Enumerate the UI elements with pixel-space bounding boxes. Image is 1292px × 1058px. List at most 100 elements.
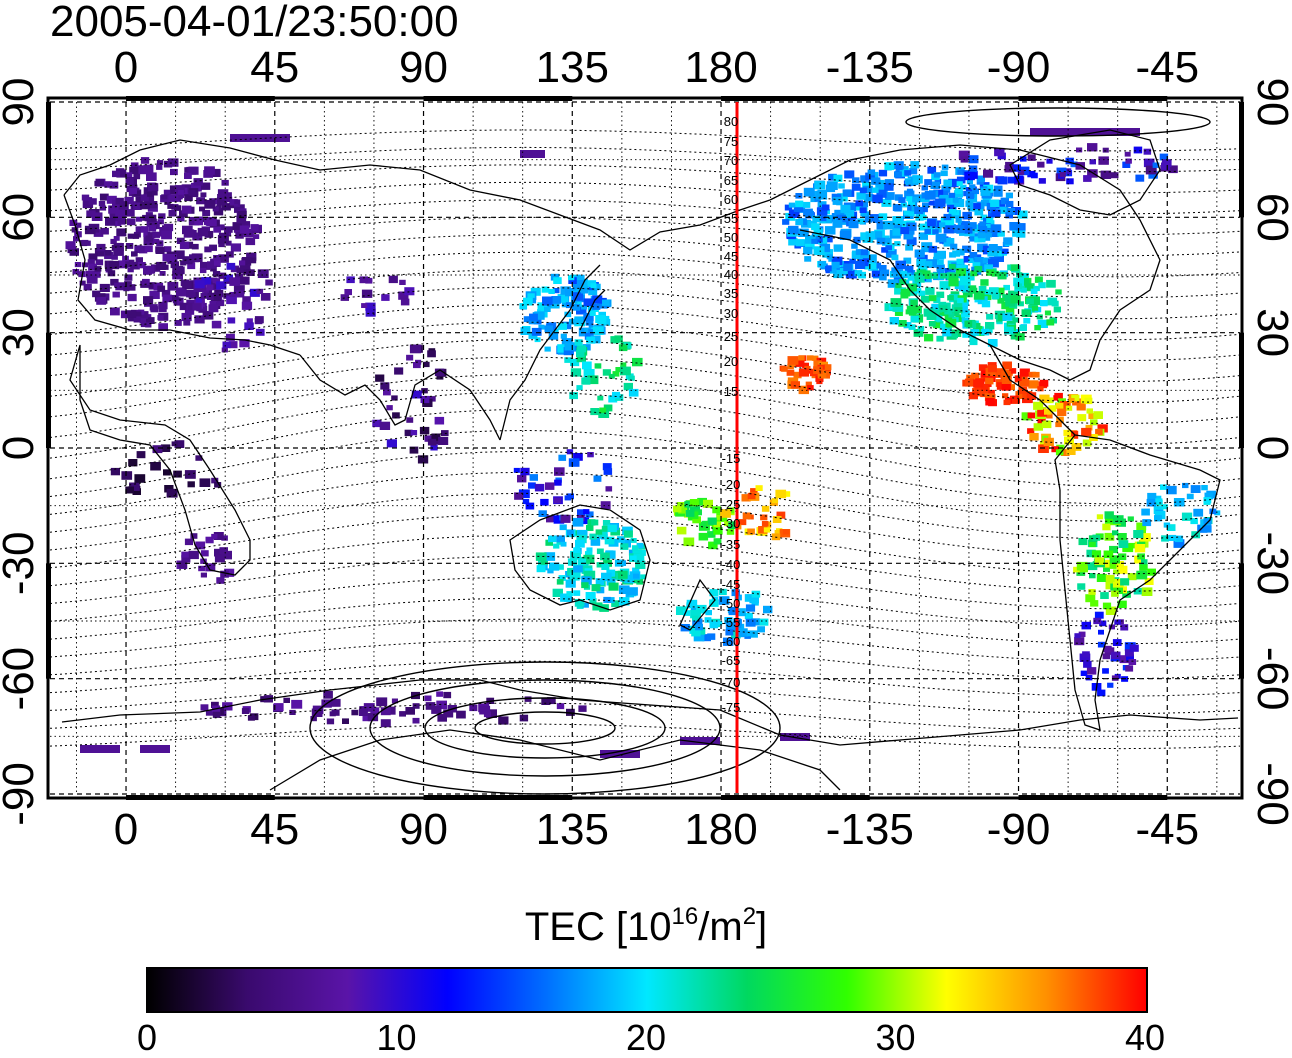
tec-cell: [1008, 290, 1019, 299]
tec-cell: [927, 219, 936, 226]
colorbar-title-suffix: ]: [756, 905, 768, 949]
tec-cell: [948, 192, 956, 198]
maglat-label: -60: [722, 634, 741, 649]
tec-cell: [795, 239, 805, 247]
tec-cell: [399, 711, 406, 717]
tec-cell: [782, 219, 790, 225]
tec-cell: [1015, 333, 1025, 341]
tec-cell: [1204, 492, 1213, 500]
tec-cell: [207, 261, 217, 269]
tec-cell: [941, 190, 949, 197]
tec-cell: [804, 365, 811, 371]
tec-cell: [776, 511, 786, 519]
maglat-contour: [49, 356, 1241, 424]
tec-cell: [1093, 617, 1102, 625]
tec-cell: [1088, 589, 1096, 595]
tec-cell: [351, 709, 359, 716]
tec-cell: [239, 260, 246, 266]
tec-cell: [833, 269, 844, 279]
tec-cell: [988, 258, 999, 268]
tec-cell: [573, 590, 581, 596]
tec-cell: [925, 261, 933, 267]
tec-cell: [1005, 298, 1016, 307]
tec-cell: [811, 223, 820, 231]
tec-cell: [583, 312, 594, 322]
tec-cell: [1083, 661, 1092, 668]
tec-cell: [825, 266, 832, 272]
maglat-label: 45: [724, 249, 738, 264]
tec-cell: [256, 288, 264, 294]
tec-cell: [1038, 282, 1046, 289]
maglat-contour: [49, 164, 1241, 194]
maglat-contour: [49, 639, 1241, 680]
tec-cell: [854, 270, 863, 277]
tec-cell: [999, 206, 1009, 214]
tec-cell: [856, 192, 866, 200]
coastline: [69, 344, 251, 576]
tec-cell: [728, 521, 738, 530]
tec-cell: [514, 492, 524, 500]
tec-cell: [201, 182, 211, 190]
tec-cell: [692, 516, 701, 524]
tec-cell: [146, 317, 155, 324]
tec-cell: [601, 563, 610, 570]
tec-cell: [581, 582, 589, 589]
tec-cell: [83, 283, 92, 291]
tec-cell: [212, 206, 219, 212]
tec-cell: [135, 257, 143, 264]
tec-cell: [113, 236, 120, 241]
maglat-label: 15: [724, 384, 738, 399]
tec-cell: [81, 239, 89, 246]
tec-cell: [143, 164, 154, 173]
tec-cell: [260, 293, 271, 301]
tec-cell: [990, 230, 999, 237]
tec-cell: [1030, 128, 1140, 136]
tec-cell: [144, 245, 153, 253]
tec-cell: [170, 168, 178, 176]
tec-cell: [273, 703, 284, 712]
tec-cell: [556, 703, 565, 710]
maglat-label: 40: [724, 267, 738, 282]
tec-cell: [412, 703, 420, 709]
tec-cell: [1003, 284, 1010, 291]
tec-cell: [918, 232, 928, 240]
tec-cell: [127, 233, 135, 239]
tec-cell: [111, 254, 118, 260]
tec-cell: [370, 707, 380, 715]
tec-cell: [933, 172, 941, 178]
tec-cell: [602, 463, 612, 471]
tec-cell: [536, 565, 546, 573]
tec-cell: [135, 216, 143, 222]
left-latitude-label: 90: [0, 78, 43, 127]
tec-cell: [529, 474, 538, 481]
tec-cell: [565, 579, 576, 588]
tec-cell: [590, 408, 600, 416]
tec-cell: [751, 599, 759, 606]
tec-cell: [916, 258, 927, 267]
tec-cell: [213, 226, 221, 233]
tec-cell: [568, 458, 580, 467]
tec-cell: [200, 261, 210, 270]
tec-cell: [951, 333, 958, 339]
tec-cell: [1109, 545, 1118, 554]
tec-cell: [624, 575, 634, 584]
tec-cell: [707, 517, 717, 525]
tec-cell: [524, 696, 532, 702]
tec-cell: [1097, 424, 1108, 433]
tec-cell: [125, 177, 134, 185]
tec-cell: [822, 249, 833, 258]
tec-cell: [164, 485, 174, 493]
tec-cell: [550, 301, 560, 309]
maglat-contour: [49, 251, 1241, 299]
tec-cell: [161, 289, 171, 297]
tec-cell: [798, 355, 805, 361]
tec-cell: [569, 572, 580, 581]
tec-cell: [1011, 207, 1021, 215]
tec-cell: [949, 294, 960, 303]
bottom-longitude-label: 0: [114, 805, 138, 854]
tec-cell: [915, 214, 924, 221]
tec-cell: [725, 622, 736, 631]
tec-cell: [997, 230, 1005, 237]
maglat-label: 35: [724, 286, 738, 301]
tec-cell: [1063, 168, 1072, 175]
